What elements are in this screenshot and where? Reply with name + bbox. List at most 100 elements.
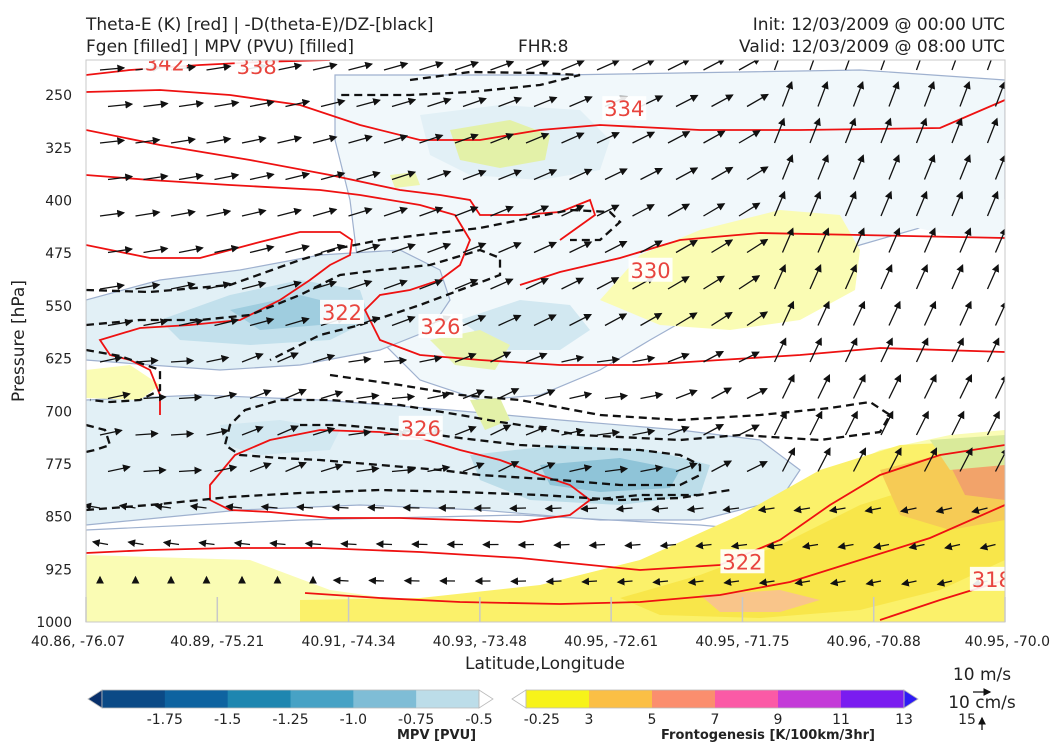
wind-vector [118, 502, 136, 511]
colorbar-tick-label: -1.5 [214, 712, 241, 728]
colorbar-segment [353, 690, 417, 708]
colorbar-tick-label: -0.75 [398, 712, 434, 728]
wind-vector [462, 242, 487, 254]
wind-vector [915, 264, 928, 290]
theta-e-contour-label: 318 [972, 568, 1012, 592]
colorbar-segment [526, 690, 590, 708]
wind-vector [667, 352, 690, 363]
wind-vector [781, 447, 796, 472]
y-tick-label: 700 [45, 404, 72, 420]
wind-vector [178, 100, 205, 108]
wind-vector [348, 61, 374, 71]
wind-vector [533, 241, 558, 254]
wind-vector [801, 542, 819, 550]
wind-vector [994, 447, 1005, 472]
wind-vector [214, 391, 238, 400]
wind-vector [951, 337, 964, 363]
wind-vector [277, 207, 303, 217]
wind-vector [490, 424, 512, 436]
wind-vector [809, 264, 822, 290]
x-tick-label: 40.95, -70.0 [965, 634, 1050, 650]
wind-vector [214, 99, 240, 108]
wind-vector [143, 466, 167, 475]
wind-vector [888, 227, 901, 253]
wind-vector [986, 264, 999, 290]
wind-vector [348, 207, 373, 217]
wind-vector [596, 132, 620, 144]
wind-vector [809, 190, 822, 217]
wind-vector [269, 539, 286, 548]
wind-vector [723, 578, 740, 586]
wind-vector [746, 461, 768, 473]
wind-vector [923, 227, 936, 253]
theta-e-contour-label: 322 [322, 301, 362, 325]
wind-vector [348, 134, 373, 144]
wind-vector [951, 410, 965, 436]
fgen-colorbar: 3 5 7 9 11 13 15 [511, 689, 976, 728]
wind-vector [923, 373, 937, 399]
wind-vector [604, 392, 629, 401]
init-time: Init: 12/03/2009 @ 00:00 UTC [752, 15, 1005, 35]
wind-vector [615, 504, 633, 513]
wind-vector [711, 94, 734, 108]
wind-vector [107, 391, 131, 400]
wind-vector [525, 60, 550, 71]
wind-vector [99, 282, 125, 291]
wind-vector [99, 209, 126, 218]
wind-vector [356, 98, 381, 108]
wind-vector [596, 277, 620, 290]
wind-vector [277, 352, 299, 363]
wind-vector [368, 576, 385, 585]
wind-vector [391, 97, 417, 108]
wind-vector [915, 117, 928, 144]
wind-vector [844, 117, 857, 144]
wind-vector [569, 391, 593, 400]
wind-vector [986, 410, 1000, 436]
wind-legend-vertical: 10 cm/s [948, 693, 1016, 713]
wind-vector [580, 504, 598, 513]
wind-vector [915, 190, 928, 217]
contour-label-bg [142, 60, 187, 75]
wind-vector [959, 447, 973, 472]
fgen-colorbar-label: Frontogenesis [K/100km/3hr] [661, 728, 875, 743]
wind-vector [766, 541, 783, 550]
wind-vector [738, 130, 761, 144]
theta-e-contour-label: 326 [401, 417, 441, 441]
colorbar-segment [841, 690, 905, 708]
wind-vector [143, 245, 169, 254]
wind-vector [994, 80, 1005, 107]
x-tick-label: 40.86, -76.07 [31, 634, 125, 650]
wind-vector [781, 227, 794, 253]
y-tick-label: 325 [45, 141, 72, 157]
wind-vector [844, 190, 857, 217]
wind-vector [170, 281, 196, 290]
wind-vector [951, 60, 957, 71]
wind-vector [214, 317, 240, 327]
wind-vector [498, 242, 522, 254]
contour-label-bg [398, 415, 443, 440]
wind-vector [340, 540, 357, 548]
wind-vector [773, 117, 786, 144]
wind-vector [320, 243, 346, 254]
wind-vector [923, 80, 936, 107]
colorbar-segment [102, 690, 166, 708]
wind-vector [454, 425, 477, 436]
colorbar-segment [715, 690, 779, 708]
wind-vector [880, 264, 893, 290]
wind-vector [419, 61, 444, 71]
wind-vector [490, 278, 514, 290]
wind-vector [667, 203, 691, 217]
wind-vector [233, 539, 251, 548]
wind-vector [757, 505, 775, 514]
wind-vector [277, 425, 299, 436]
wind-vector [652, 577, 669, 586]
wind-vector [651, 504, 669, 513]
theta-e-contour-label: 330 [630, 259, 670, 283]
wind-vector [99, 427, 123, 436]
wind-vector [178, 245, 204, 254]
wind-vector [746, 311, 768, 327]
wind-vector [383, 134, 409, 144]
wind-vector [703, 424, 725, 436]
wind-vector [695, 541, 712, 550]
wind-vector [817, 80, 829, 107]
